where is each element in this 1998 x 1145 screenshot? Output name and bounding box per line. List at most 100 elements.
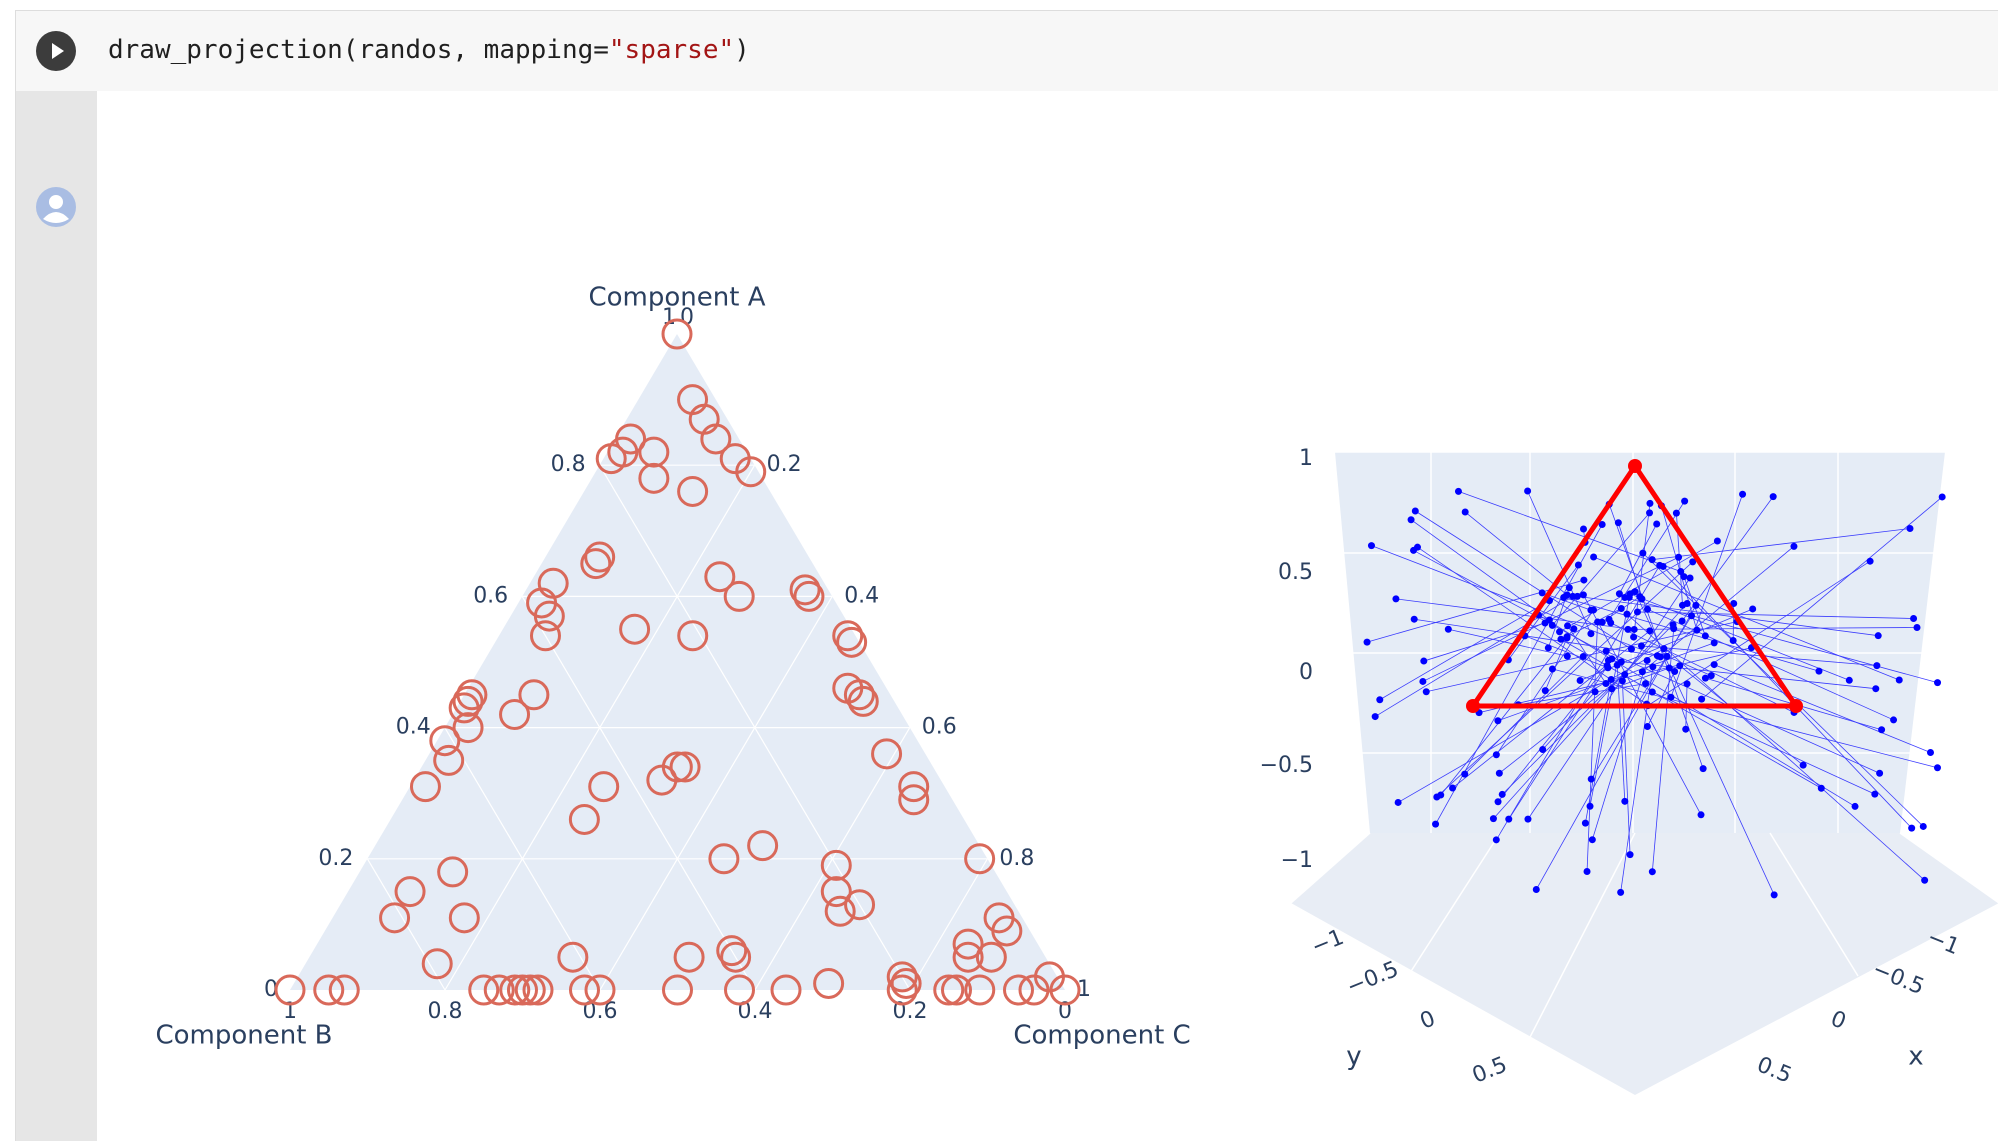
simplex-triangle	[1468, 461, 1801, 709]
z-tick-label: 0.5	[1278, 560, 1313, 585]
scatter-point	[1614, 519, 1622, 527]
projected-point	[1692, 601, 1700, 609]
projected-point	[1637, 642, 1645, 650]
scatter-point	[1665, 664, 1673, 672]
x-axis-title: x	[1908, 1042, 1923, 1072]
ternary-point	[661, 318, 693, 350]
code-function: draw_projection(randos, mapping=	[108, 35, 609, 65]
projected-point	[1563, 652, 1571, 660]
ternary-point	[898, 771, 930, 803]
scatter-point	[1707, 672, 1715, 680]
projection-line	[1577, 595, 1879, 637]
ternary-point	[677, 475, 709, 507]
ternary-point	[429, 725, 461, 757]
projected-point	[1688, 612, 1696, 620]
ternary-point	[724, 974, 755, 1006]
tick-label-c: 1	[1077, 977, 1091, 1002]
figure: 0.20.40.60.810.20.40.60.810.20.40.60.810…	[155, 283, 1998, 1095]
projected-point	[1625, 593, 1633, 601]
projected-point	[1729, 637, 1737, 645]
x-tick-label: 0	[1827, 1006, 1849, 1034]
projected-point	[1643, 605, 1651, 613]
ternary-point	[704, 561, 736, 593]
projected-point	[1573, 592, 1581, 600]
ternary-point	[421, 948, 453, 980]
ternary-point	[832, 620, 864, 652]
projection-line	[1518, 683, 1646, 706]
projection-line	[1608, 504, 1704, 769]
projected-point	[1701, 674, 1709, 682]
projection-line	[1527, 490, 1592, 634]
projection-line	[1552, 668, 1938, 769]
projected-point	[1541, 687, 1549, 695]
ternary-point	[964, 843, 996, 875]
scatter-point	[1494, 717, 1502, 725]
scatter-point	[1461, 770, 1469, 778]
x-tick-label: −0.5	[1869, 957, 1928, 1000]
projection-line	[1619, 523, 1658, 594]
scatter-point	[1588, 836, 1596, 844]
ternary-point	[619, 613, 651, 645]
projection-line	[1626, 613, 1925, 881]
ternary-point	[720, 941, 752, 973]
projected-point	[1648, 688, 1656, 696]
z-tick-label: −0.5	[1260, 753, 1313, 778]
scatter-point	[1790, 542, 1798, 550]
code-cell[interactable]: draw_projection(randos, mapping="sparse"…	[15, 10, 1998, 1141]
projected-point	[1608, 685, 1616, 693]
projected-point	[1608, 655, 1616, 663]
ternary-point	[747, 830, 779, 862]
ternary-point	[638, 462, 670, 494]
projected-point	[1591, 688, 1599, 696]
projected-point	[1689, 558, 1697, 566]
scatter-point	[1681, 497, 1689, 505]
ternary-point	[700, 423, 732, 455]
scatter-point	[1539, 746, 1547, 754]
scatter-point	[1845, 676, 1853, 684]
projected-point	[1693, 626, 1701, 634]
scatter-point	[1642, 680, 1650, 688]
ternary-point	[789, 574, 821, 606]
code-text[interactable]: draw_projection(randos, mapping="sparse"…	[108, 35, 750, 65]
projection-line	[1563, 597, 1820, 672]
projected-point	[1683, 680, 1691, 688]
ternary-point	[274, 974, 306, 1006]
projected-point	[1669, 621, 1677, 629]
scatter-point	[1621, 797, 1629, 805]
floor-plane	[1291, 833, 1998, 1095]
ternary-point	[522, 974, 554, 1006]
ternary-point	[836, 626, 868, 658]
cell-output: 0.2 0.4 0.6 0.8 1 0.2 0.4 0.6 0.8 1 0.2 0.4 0.6 0.8 1 0…	[98, 91, 1998, 1141]
scatter-point	[1769, 493, 1777, 501]
play-icon[interactable]	[36, 31, 76, 71]
projection-lines	[1366, 490, 1943, 896]
projection-line	[1496, 609, 1594, 755]
scatter-point	[1921, 876, 1929, 884]
ternary-point	[595, 443, 627, 475]
cell-input[interactable]: draw_projection(randos, mapping="sparse"…	[16, 11, 1998, 91]
projected-point	[1607, 675, 1615, 683]
ternary-point	[518, 679, 550, 711]
floor-grid-line	[1527, 832, 1636, 1042]
scatter-point	[1583, 868, 1591, 876]
ternary-point	[793, 580, 825, 612]
axis-title-a: Component A	[589, 283, 766, 313]
tick-label-c: 0.6	[922, 715, 957, 740]
projection-line	[1464, 511, 1568, 596]
projected-point	[1649, 663, 1657, 671]
tick-label-b: 0.8	[428, 999, 463, 1024]
scatter-point	[1878, 726, 1886, 734]
projection-line	[1666, 655, 1712, 676]
projection-line	[1458, 491, 1681, 572]
scatter-point	[1581, 819, 1589, 827]
projection-line	[1589, 597, 1630, 807]
grid-line-b	[444, 727, 601, 991]
scatter-point	[1851, 802, 1859, 810]
projected-point	[1678, 617, 1686, 625]
scatter-point	[1495, 769, 1503, 777]
projected-point	[1633, 608, 1641, 616]
floor-grid-line	[1899, 832, 1998, 904]
projected-point	[1630, 633, 1638, 641]
scatter-point	[1461, 508, 1469, 516]
